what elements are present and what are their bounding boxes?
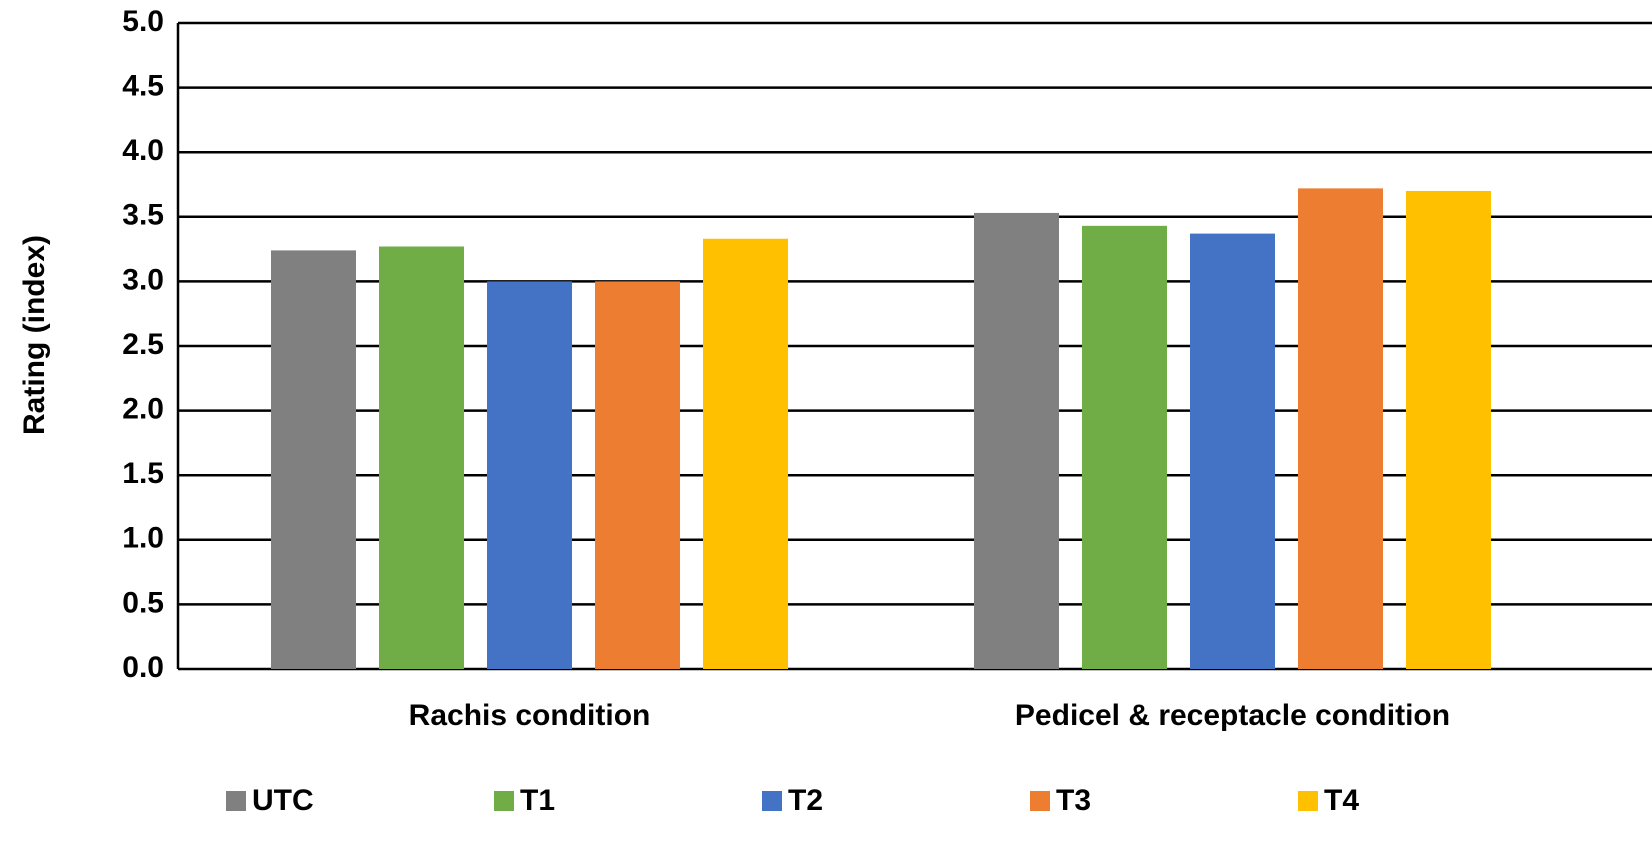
y-tick-label: 1.0	[122, 522, 164, 555]
y-tick-label: 4.0	[122, 134, 164, 167]
legend-swatch	[762, 791, 782, 811]
bar	[1082, 225, 1167, 669]
legend-label: T3	[1056, 784, 1091, 817]
bar	[379, 246, 464, 670]
legend-swatch	[494, 791, 514, 811]
y-tick-label: 1.5	[122, 457, 164, 490]
y-axis-label: Rating (index)	[18, 235, 51, 435]
legend-label: T4	[1324, 784, 1359, 817]
legend-swatch	[1030, 791, 1050, 811]
legend-swatch	[1298, 791, 1318, 811]
bar	[703, 238, 788, 670]
legend-label: T1	[520, 784, 555, 817]
y-tick-label: 0.5	[122, 586, 164, 619]
bar	[1298, 188, 1383, 669]
bar	[1406, 190, 1491, 669]
bar	[595, 281, 680, 669]
x-tick-label: Pedicel & receptacle condition	[1015, 699, 1450, 732]
y-tick-label: 2.0	[122, 393, 164, 426]
y-tick-label: 5.0	[122, 5, 164, 38]
bar	[487, 281, 572, 669]
y-tick-label: 3.5	[122, 199, 164, 232]
legend-label: UTC	[252, 784, 314, 817]
x-tick-label: Rachis condition	[409, 699, 651, 732]
bar	[974, 212, 1059, 669]
y-tick-label: 0.0	[122, 651, 164, 684]
y-tick-label: 4.5	[122, 70, 164, 103]
legend-label: T2	[788, 784, 823, 817]
legend-swatch	[226, 791, 246, 811]
bar	[1190, 233, 1275, 669]
y-tick-label: 3.0	[122, 263, 164, 296]
y-tick-label: 2.5	[122, 328, 164, 361]
bar	[271, 250, 356, 669]
